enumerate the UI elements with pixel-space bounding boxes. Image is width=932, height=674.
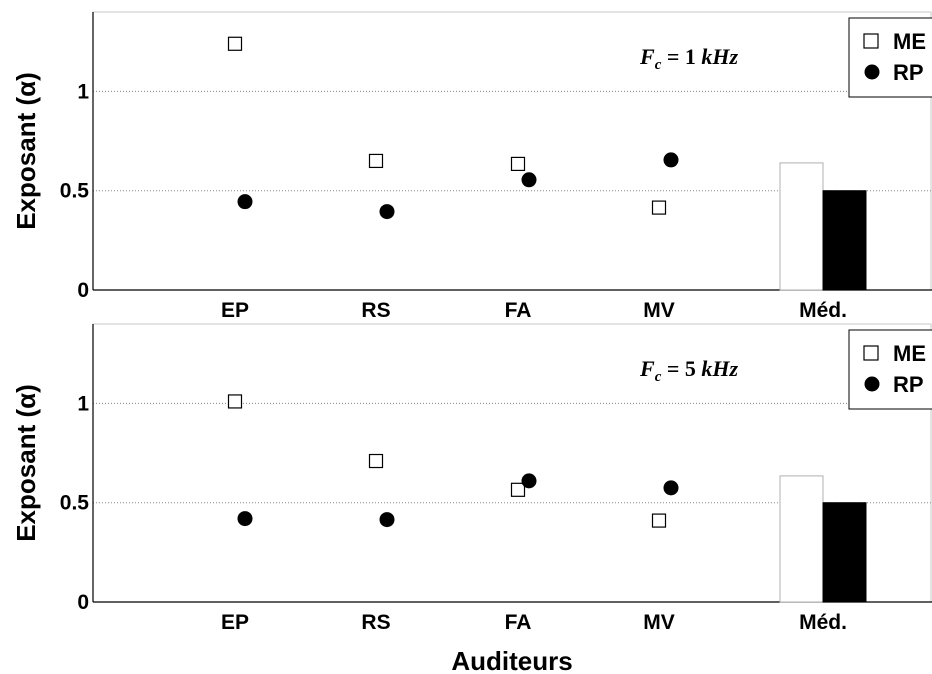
y-tick-label: 1 xyxy=(77,80,89,103)
legend-marker-me xyxy=(863,345,879,361)
marker-me xyxy=(651,513,667,528)
legend-label-me: ME xyxy=(893,29,926,54)
marker-me xyxy=(227,394,243,409)
marker-me xyxy=(368,453,384,469)
y-axis-label: Exposant (α) xyxy=(11,72,41,230)
marker-rp xyxy=(237,194,253,210)
legend-box xyxy=(848,17,932,98)
marker-rp xyxy=(521,172,537,188)
marker-rp xyxy=(237,511,253,527)
marker-rp xyxy=(521,473,537,489)
legend: ME RP xyxy=(848,17,932,98)
marker-me xyxy=(368,153,384,169)
legend-marker-rp xyxy=(864,64,880,80)
legend-marker-me xyxy=(863,33,879,49)
median-bar-rp xyxy=(822,190,867,291)
frequency-annotation: Fc = 1 kHz xyxy=(639,44,739,73)
marker-rp xyxy=(663,480,679,496)
legend-label-rp: RP xyxy=(893,60,924,85)
x-tick-label: EP xyxy=(221,299,249,322)
median-bar-me xyxy=(779,162,824,291)
legend-label-rp: RP xyxy=(893,372,924,397)
marker-me xyxy=(651,200,667,215)
legend-box xyxy=(848,329,932,410)
marker-me xyxy=(510,482,526,497)
x-tick-label: FA xyxy=(505,299,532,322)
marker-rp xyxy=(379,204,395,220)
legend-label-me: ME xyxy=(893,341,926,366)
median-bar-me xyxy=(779,475,824,603)
panel-1: 0 0.5 1 EP RS FA MV Méd. Exposant (α) Fc = 1 kHz M… xyxy=(11,11,932,322)
panel-2: 0 0.5 1 EP RS FA MV Méd. Exposant (α) Auditeurs Fc… xyxy=(11,323,932,674)
y-tick-label: 0.5 xyxy=(60,492,90,515)
y-axis-label: Exposant (α) xyxy=(11,384,41,542)
x-tick-label: EP xyxy=(221,611,249,634)
x-tick-label: FA xyxy=(505,611,532,634)
x-tick-label: RS xyxy=(361,299,390,322)
x-tick-label: Méd. xyxy=(799,299,847,322)
marker-rp xyxy=(379,512,395,528)
x-tick-label: RS xyxy=(361,611,390,634)
y-tick-label: 0.5 xyxy=(60,180,90,203)
y-tick-label: 0 xyxy=(77,279,89,302)
x-axis-label: Auditeurs xyxy=(451,646,572,674)
x-tick-label: Méd. xyxy=(799,611,847,634)
median-bar-rp xyxy=(822,502,867,603)
legend-marker-rp xyxy=(864,376,880,392)
y-tick-label: 1 xyxy=(77,392,89,415)
x-tick-label: MV xyxy=(643,299,675,322)
marker-me xyxy=(227,36,243,51)
frequency-annotation: Fc = 5 kHz xyxy=(639,356,739,385)
legend: ME RP xyxy=(848,329,932,410)
x-tick-label: MV xyxy=(643,611,675,634)
marker-me xyxy=(510,156,526,172)
y-tick-label: 0 xyxy=(77,591,89,614)
marker-rp xyxy=(663,152,679,168)
